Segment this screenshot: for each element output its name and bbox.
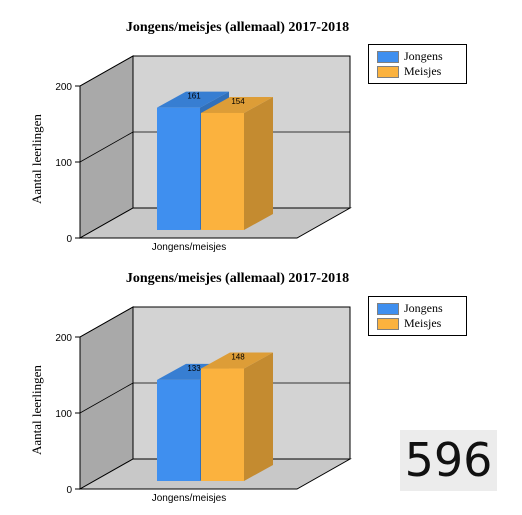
- visitor-counter: 596: [400, 430, 497, 491]
- x-tick-label: Jongens/meisjes: [152, 242, 226, 253]
- gridline: [79, 306, 350, 338]
- data-label: 148: [231, 353, 245, 362]
- chart-title: Jongens/meisjes (allemaal) 2017-2018: [125, 271, 350, 286]
- bar-top: [201, 352, 273, 369]
- x-tick-label: Jongens/meisjes: [152, 493, 226, 504]
- legend-swatch-meisjes: [377, 66, 399, 78]
- legend-label: Meisjes: [404, 316, 442, 330]
- y-tick-label: 0: [66, 234, 72, 245]
- bar-side: [244, 352, 273, 481]
- chart-legend: Jongens Meisjes: [368, 296, 467, 336]
- gridline: [79, 382, 350, 414]
- data-label: 154: [231, 97, 245, 106]
- bar: [201, 112, 244, 230]
- y-tick-label: 0: [66, 485, 72, 496]
- gridline: [79, 55, 350, 87]
- counter-value: 596: [404, 433, 493, 487]
- y-tick-label: 200: [55, 82, 72, 93]
- chart-top: Jongens/meisjes (allemaal) 2017-2018 0 10…: [0, 0, 522, 253]
- legend-swatch-jongens: [377, 303, 399, 315]
- legend-swatch-jongens: [377, 51, 399, 63]
- bar-top: [201, 96, 273, 113]
- bar: [157, 107, 200, 230]
- legend-label: Jongens: [404, 49, 443, 63]
- y-tick-label: 100: [55, 158, 72, 169]
- data-label: 133: [187, 364, 201, 373]
- bar-side: [244, 96, 273, 231]
- y-axis-label: Aantal leerlingen: [29, 365, 44, 455]
- bar: [157, 379, 200, 481]
- y-axis-label: Aantal leerlingen: [29, 114, 44, 204]
- data-label: 161: [187, 92, 201, 101]
- chart-plot: 0 100 200 161 154 Jongens/meisjes: [55, 55, 352, 253]
- y-tick-label: 200: [55, 333, 72, 344]
- legend-label: Meisjes: [404, 64, 442, 78]
- chart-plot: 0 100 200 133 148 Jongens/meisjes: [55, 306, 352, 504]
- chart-title: Jongens/meisjes (allemaal) 2017-2018: [125, 20, 350, 35]
- legend-swatch-meisjes: [377, 318, 399, 330]
- y-tick-label: 100: [55, 409, 72, 420]
- bar-top: [157, 91, 229, 108]
- bar: [201, 368, 244, 481]
- chart-bottom: Jongens/meisjes (allemaal) 2017-2018 0 10…: [0, 251, 522, 504]
- legend-label: Jongens: [404, 301, 443, 315]
- gridline: [79, 131, 350, 163]
- chart-legend: Jongens Meisjes: [368, 44, 467, 84]
